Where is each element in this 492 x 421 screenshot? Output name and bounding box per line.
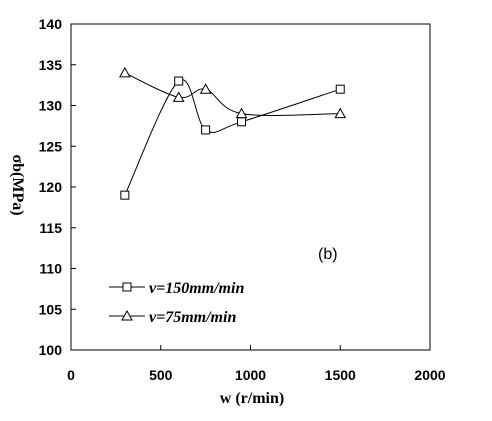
y-axis-label: σb(MPa) <box>9 154 26 215</box>
y-tick-label: 110 <box>39 261 62 277</box>
series-layer <box>119 66 347 200</box>
data-point <box>334 107 347 119</box>
y-tick-label: 130 <box>39 98 63 114</box>
series-square <box>120 76 345 200</box>
legend-label: v=150mm/min <box>149 280 244 297</box>
y-tick-label: 135 <box>39 57 63 73</box>
data-point <box>174 76 184 86</box>
series-line <box>124 72 341 116</box>
data-point <box>172 91 185 102</box>
data-point <box>235 107 248 119</box>
data-point <box>237 117 247 127</box>
x-tick-label: 0 <box>67 367 75 383</box>
series-line <box>124 79 341 196</box>
y-tick-label: 100 <box>39 342 63 358</box>
legend-label: v=75mm/min <box>149 309 236 326</box>
x-tick-label: 500 <box>149 367 173 383</box>
series-triangle <box>119 66 347 119</box>
x-tick-label: 1000 <box>235 367 266 383</box>
data-point <box>199 83 212 94</box>
y-tick-label: 140 <box>39 16 63 32</box>
data-point <box>120 190 130 200</box>
x-tick-label: 2000 <box>414 367 445 383</box>
y-tick-label: 120 <box>39 179 63 195</box>
x-axis-label: w (r/min) <box>220 390 284 407</box>
data-point <box>201 125 211 135</box>
data-point <box>119 66 131 78</box>
legend-marker <box>122 282 132 292</box>
y-axis: 100 105 110 115 120 125 130 135 140 <box>39 16 76 358</box>
chart-annotation: (b) <box>318 246 338 263</box>
x-tick-label: 1500 <box>325 367 356 383</box>
y-tick-label: 115 <box>39 220 62 236</box>
legend-marker <box>121 309 133 321</box>
x-axis: 0 500 1000 1500 2000 <box>67 345 446 383</box>
y-tick-label: 105 <box>39 301 63 317</box>
y-tick-label: 125 <box>39 138 63 154</box>
legend: v=150mm/min v=75mm/min <box>109 280 244 326</box>
data-point <box>335 84 345 94</box>
